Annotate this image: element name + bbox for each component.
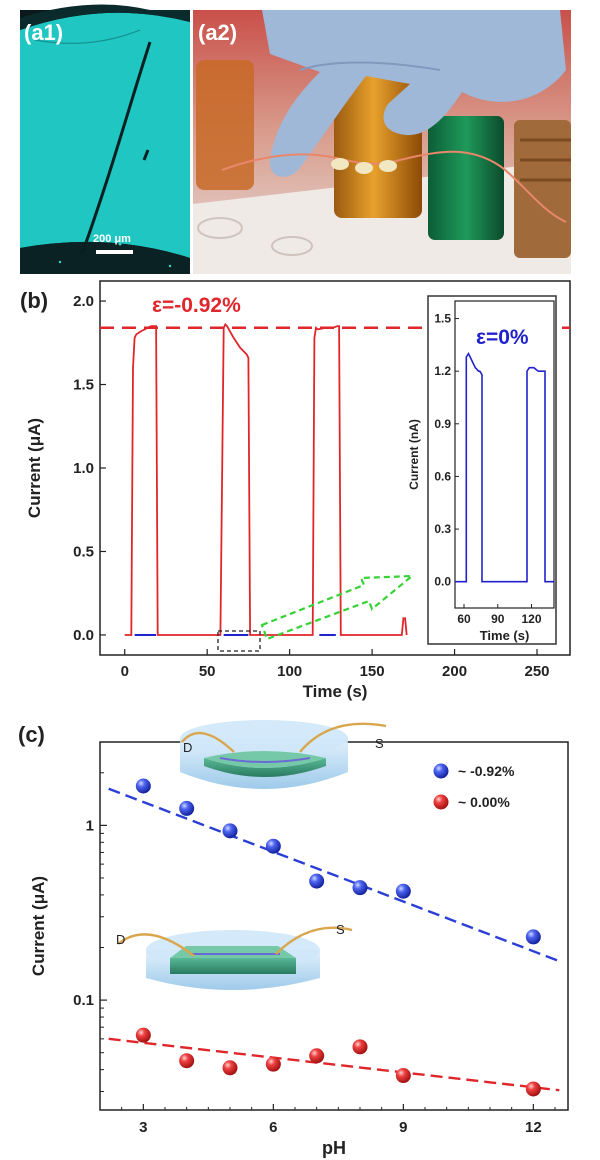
x-tick-label: 150 bbox=[360, 663, 385, 680]
x-tick-label-c: 6 bbox=[269, 1119, 277, 1136]
inset-series-line bbox=[455, 351, 554, 583]
data-point-strained bbox=[265, 838, 281, 854]
inset-x-axis-title: Time (s) bbox=[480, 628, 530, 643]
inset-y-tick-label: 0.3 bbox=[434, 522, 451, 536]
inset-x-tick-label: 120 bbox=[521, 612, 541, 626]
data-point-unstrained bbox=[525, 1081, 541, 1097]
data-point-strained bbox=[135, 778, 151, 794]
terminal-s-bottom: S bbox=[336, 922, 345, 937]
y-axis-title: Current (μA) bbox=[25, 418, 44, 518]
legend-label: ~ -0.92% bbox=[458, 763, 515, 779]
data-point-unstrained bbox=[395, 1068, 411, 1084]
inset-y-tick-label: 0.6 bbox=[434, 469, 451, 483]
inset-y-tick-label: 0.0 bbox=[434, 575, 451, 589]
x-tick-label-c: 12 bbox=[525, 1119, 542, 1136]
scale-bar-label: 200 μm bbox=[93, 233, 131, 245]
data-point-unstrained bbox=[179, 1053, 195, 1069]
strain-annotation: ε=-0.92% bbox=[152, 294, 241, 317]
glove-hand bbox=[262, 10, 566, 177]
panel-a2-label: (a2) bbox=[198, 20, 237, 45]
legend-c: ~ -0.92% ~ 0.00% bbox=[433, 763, 515, 810]
inset-y-tick-label: 0.9 bbox=[434, 417, 451, 431]
y-tick-label: 1.5 bbox=[73, 377, 94, 394]
data-point-strained bbox=[309, 873, 325, 889]
legend-label: ~ 0.00% bbox=[458, 794, 510, 810]
panel-a1-micrograph: 200 μm (a1) bbox=[20, 4, 190, 274]
y-tick-label-c: 0.1 bbox=[73, 992, 94, 1009]
chart-c-ph: 3 6 9 12 0.1 1 pH Current (μA) bbox=[29, 741, 569, 1158]
x-tick-label: 200 bbox=[442, 663, 467, 680]
data-point-unstrained bbox=[222, 1060, 238, 1076]
terminal-d-top: D bbox=[183, 740, 192, 755]
panel-c-label: (c) bbox=[18, 722, 45, 747]
panel-a2-photo: (a2) bbox=[193, 10, 571, 274]
x-tick-label: 50 bbox=[199, 663, 216, 680]
x-tick-label-c: 9 bbox=[399, 1119, 407, 1136]
fit-line-unstrained bbox=[108, 1037, 560, 1092]
data-point-unstrained bbox=[135, 1027, 151, 1043]
terminal-d-bottom: D bbox=[116, 932, 125, 947]
inset-y-axis-title: Current (nA) bbox=[407, 419, 421, 490]
y-tick-label: 0.5 bbox=[73, 543, 94, 560]
inset-y-tick-label: 1.5 bbox=[434, 312, 451, 326]
panel-b-label: (b) bbox=[20, 288, 48, 313]
inset-background bbox=[427, 295, 557, 645]
zoom-box bbox=[217, 630, 261, 652]
device-schematic-strained: D S bbox=[178, 720, 387, 789]
inset-y-tick-label: 1.2 bbox=[434, 364, 451, 378]
panel-a1-label: (a1) bbox=[24, 20, 63, 45]
x-tick-label: 250 bbox=[525, 663, 550, 680]
inset-annotation: ε=0% bbox=[476, 326, 529, 349]
terminal-s-top: S bbox=[375, 736, 384, 751]
inset-frame bbox=[454, 300, 555, 609]
data-point-unstrained bbox=[352, 1039, 368, 1055]
y-tick-label: 1.0 bbox=[73, 460, 94, 477]
y-tick-label: 0.0 bbox=[73, 627, 94, 644]
data-point-strained bbox=[525, 929, 541, 945]
chart-b-inset: 60 90 120 0.0 0.3 0.6 0.9 1.2 1.5 Time (s) Current… bbox=[407, 300, 555, 643]
y-tick-label-c: 1 bbox=[86, 817, 94, 834]
legend-marker bbox=[433, 794, 449, 810]
series-strained-line bbox=[124, 322, 408, 636]
data-point-strained bbox=[395, 883, 411, 899]
x-axis-title: Time (s) bbox=[303, 682, 368, 701]
x-tick-label: 0 bbox=[121, 663, 129, 680]
device-schematic-flat: D S bbox=[116, 922, 353, 990]
fit-line-strained bbox=[108, 787, 560, 963]
inset-x-tick-label: 90 bbox=[491, 612, 505, 626]
data-point-strained bbox=[352, 880, 368, 896]
inset-x-tick-label: 60 bbox=[457, 612, 471, 626]
y-axis-title-c: Current (μA) bbox=[29, 876, 48, 976]
x-tick-label-c: 3 bbox=[139, 1119, 147, 1136]
legend-marker bbox=[433, 763, 449, 779]
data-point-unstrained bbox=[309, 1048, 325, 1064]
data-point-strained bbox=[179, 800, 195, 816]
chart-b-main: 0 50 100 150 200 250 0.0 0.5 1.0 1.5 2.0 Time (s) Cu… bbox=[25, 280, 571, 701]
data-point-unstrained bbox=[265, 1056, 281, 1072]
x-tick-label: 100 bbox=[277, 663, 302, 680]
y-tick-label: 2.0 bbox=[73, 293, 94, 310]
panel-b: (b) 0 50 100 150 200 250 0.0 0.5 1.0 1.5 2.0 Time (… bbox=[20, 280, 571, 701]
zoom-arrow bbox=[260, 574, 416, 641]
panel-c: (c) 3 6 9 12 0.1 1 pH Current (μA) D S D S bbox=[18, 720, 569, 1158]
data-point-strained bbox=[222, 823, 238, 839]
x-axis-title-c: pH bbox=[322, 1138, 346, 1158]
